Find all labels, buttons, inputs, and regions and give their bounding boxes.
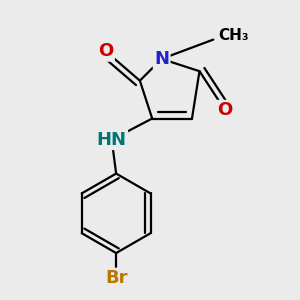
Text: O: O	[218, 101, 233, 119]
Text: CH₃: CH₃	[219, 28, 249, 43]
Text: Br: Br	[105, 269, 128, 287]
Text: HN: HN	[97, 131, 127, 149]
Text: O: O	[98, 42, 113, 60]
Text: N: N	[154, 50, 169, 68]
